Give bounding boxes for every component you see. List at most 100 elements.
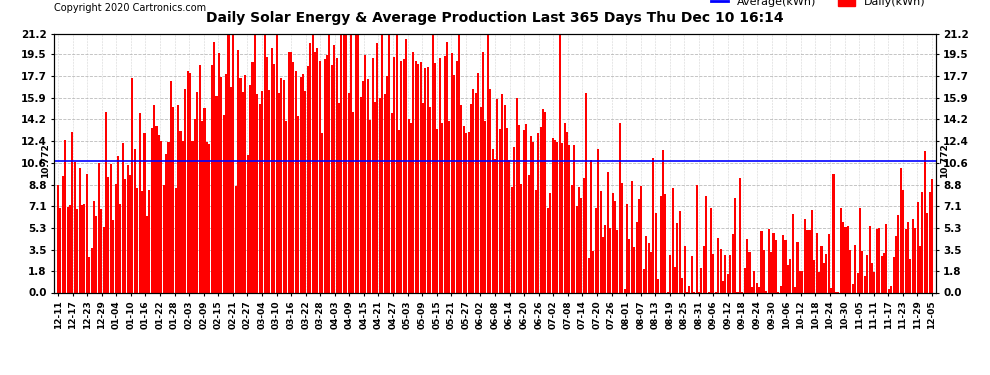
Bar	[354, 35, 356, 292]
Bar	[509, 160, 511, 292]
Bar	[878, 228, 880, 292]
Bar	[811, 210, 813, 292]
Bar	[379, 98, 381, 292]
Bar	[914, 228, 916, 292]
Bar	[929, 192, 931, 292]
Bar	[578, 187, 580, 292]
Bar	[357, 34, 359, 292]
Bar	[86, 174, 88, 292]
Bar	[309, 43, 311, 292]
Bar	[364, 55, 366, 292]
Bar	[446, 42, 448, 292]
Bar	[511, 188, 513, 292]
Bar	[285, 121, 287, 292]
Bar	[727, 274, 729, 292]
Bar	[621, 183, 624, 292]
Bar	[249, 85, 251, 292]
Bar	[861, 251, 863, 292]
Bar	[196, 92, 198, 292]
Bar	[890, 286, 892, 292]
Bar	[583, 178, 585, 292]
Bar	[830, 288, 833, 292]
Bar	[580, 198, 582, 292]
Bar	[734, 198, 737, 292]
Bar	[619, 123, 621, 292]
Bar	[592, 251, 594, 292]
Bar	[439, 58, 441, 292]
Bar	[199, 65, 201, 292]
Bar	[321, 133, 323, 292]
Bar	[103, 226, 105, 292]
Bar	[177, 105, 179, 292]
Bar	[127, 165, 129, 292]
Text: 10.772: 10.772	[41, 144, 50, 178]
Bar	[748, 252, 750, 292]
Bar	[772, 233, 774, 292]
Bar	[434, 63, 436, 292]
Bar	[448, 121, 450, 292]
Bar	[290, 53, 292, 292]
Bar	[907, 222, 909, 292]
Bar	[120, 204, 122, 292]
Bar	[235, 186, 237, 292]
Bar	[432, 34, 434, 292]
Bar	[873, 272, 875, 292]
Bar	[245, 75, 247, 292]
Bar	[100, 209, 102, 292]
Bar	[465, 133, 467, 292]
Bar	[263, 35, 265, 292]
Bar	[626, 204, 628, 292]
Bar	[88, 257, 90, 292]
Bar	[415, 62, 417, 292]
Bar	[922, 192, 924, 292]
Bar	[669, 255, 671, 292]
Bar	[273, 64, 275, 292]
Bar	[551, 138, 553, 292]
Bar	[319, 61, 321, 292]
Bar	[225, 74, 227, 292]
Bar	[295, 71, 297, 292]
Bar	[429, 107, 432, 292]
Bar	[542, 109, 545, 292]
Bar	[484, 121, 486, 292]
Bar	[671, 188, 673, 292]
Bar	[504, 105, 506, 292]
Bar	[846, 226, 849, 292]
Bar	[919, 246, 921, 292]
Bar	[643, 268, 644, 292]
Bar	[442, 123, 444, 292]
Bar	[292, 62, 294, 292]
Bar	[804, 219, 806, 292]
Bar	[165, 154, 167, 292]
Bar	[617, 230, 619, 292]
Bar	[336, 58, 338, 292]
Bar	[871, 262, 873, 292]
Bar	[275, 34, 277, 292]
Bar	[523, 130, 525, 292]
Bar	[228, 34, 230, 292]
Bar	[261, 91, 263, 292]
Bar	[784, 240, 786, 292]
Bar	[647, 243, 649, 292]
Bar	[854, 245, 856, 292]
Bar	[659, 196, 661, 292]
Bar	[722, 281, 724, 292]
Bar	[902, 190, 904, 292]
Bar	[787, 265, 789, 292]
Bar	[770, 252, 772, 292]
Bar	[691, 256, 693, 292]
Bar	[496, 99, 498, 292]
Bar	[818, 272, 820, 292]
Bar	[338, 103, 340, 292]
Bar	[191, 141, 193, 292]
Bar	[132, 78, 134, 292]
Bar	[573, 144, 575, 292]
Bar	[64, 140, 66, 292]
Bar	[194, 118, 196, 292]
Bar	[833, 174, 835, 292]
Bar	[403, 58, 405, 292]
Bar	[652, 159, 654, 292]
Bar	[662, 150, 664, 292]
Bar	[174, 188, 176, 292]
Bar	[413, 52, 415, 292]
